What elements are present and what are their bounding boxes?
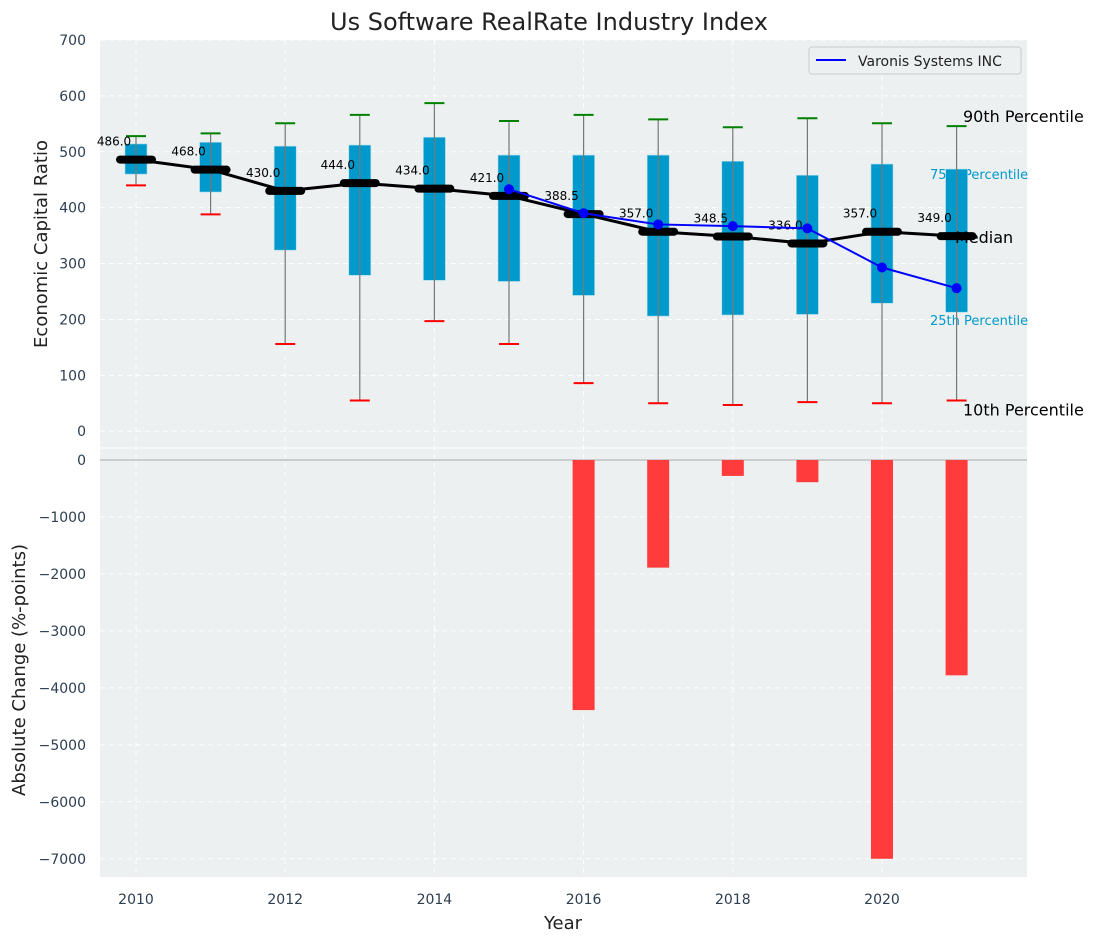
top-y-tick-label: 400 xyxy=(59,201,86,217)
annotation-p90: 90th Percentile xyxy=(963,107,1084,126)
company-point xyxy=(727,221,738,232)
annotation-median: Median xyxy=(955,228,1013,247)
median-value-label: 468.0 xyxy=(171,145,205,159)
median-value-label: 421.0 xyxy=(470,171,504,185)
median-value-label: 430.0 xyxy=(246,166,280,180)
change-bar xyxy=(945,459,968,676)
top-y-tick-label: 500 xyxy=(59,145,86,161)
chart-title: Us Software RealRate Industry Index xyxy=(330,8,768,36)
x-tick-label: 2018 xyxy=(715,892,751,908)
legend-box xyxy=(808,46,1022,75)
change-bar xyxy=(572,459,595,711)
top-y-label: Economic Capital Ratio xyxy=(31,140,52,348)
bottom-y-tick-label: −7000 xyxy=(39,852,86,868)
legend-label: Varonis Systems INC xyxy=(858,54,1002,70)
median-value-label: 349.0 xyxy=(917,211,951,225)
change-bar xyxy=(647,459,670,568)
change-bar xyxy=(796,459,819,483)
x-label: Year xyxy=(543,913,583,934)
median-value-label: 388.5 xyxy=(544,189,578,203)
top-y-tick-label: 100 xyxy=(59,368,86,384)
annotation-p75: 75th Percentile xyxy=(930,168,1028,183)
x-tick-label: 2014 xyxy=(417,892,453,908)
company-point xyxy=(504,184,514,195)
top-y-tick-label: 200 xyxy=(59,312,86,328)
median-value-label: 348.5 xyxy=(694,211,728,225)
median-value-label: 434.0 xyxy=(395,164,429,178)
bottom-y-tick-label: −6000 xyxy=(39,795,86,811)
company-point xyxy=(951,283,962,294)
company-point xyxy=(877,262,887,273)
bottom-y-tick-label: −1000 xyxy=(39,510,86,526)
x-tick-label: 2010 xyxy=(118,892,154,908)
bottom-y-tick-label: 0 xyxy=(77,453,86,469)
bottom-y-tick-label: −4000 xyxy=(39,681,86,697)
top-y-tick-label: 600 xyxy=(59,89,86,105)
bottom-y-label: Absolute Change (%-points) xyxy=(9,544,30,796)
bottom-y-tick-label: −5000 xyxy=(39,738,86,754)
median-value-label: 357.0 xyxy=(619,207,653,221)
x-tick-label: 2020 xyxy=(864,892,900,908)
top-y-tick-label: 0 xyxy=(77,424,86,440)
company-point xyxy=(578,208,589,219)
annotation-p25: 25th Percentile xyxy=(930,314,1028,329)
bottom-y-tick-label: −2000 xyxy=(39,567,86,583)
median-value-label: 357.0 xyxy=(843,207,877,221)
change-bar xyxy=(871,459,893,859)
x-tick-label: 2012 xyxy=(267,892,303,908)
top-y-tick-label: 300 xyxy=(59,257,86,273)
x-tick-label: 2016 xyxy=(566,892,602,908)
median-value-label: 336.0 xyxy=(768,218,802,232)
top-y-tick-label: 700 xyxy=(59,33,86,49)
change-bar xyxy=(721,459,744,476)
bottom-y-tick-label: −3000 xyxy=(39,624,86,640)
median-value-label: 486.0 xyxy=(97,135,131,149)
company-point xyxy=(653,219,664,230)
company-point xyxy=(802,223,813,234)
annotation-p10: 10th Percentile xyxy=(963,400,1084,419)
median-value-label: 444.0 xyxy=(321,158,355,172)
